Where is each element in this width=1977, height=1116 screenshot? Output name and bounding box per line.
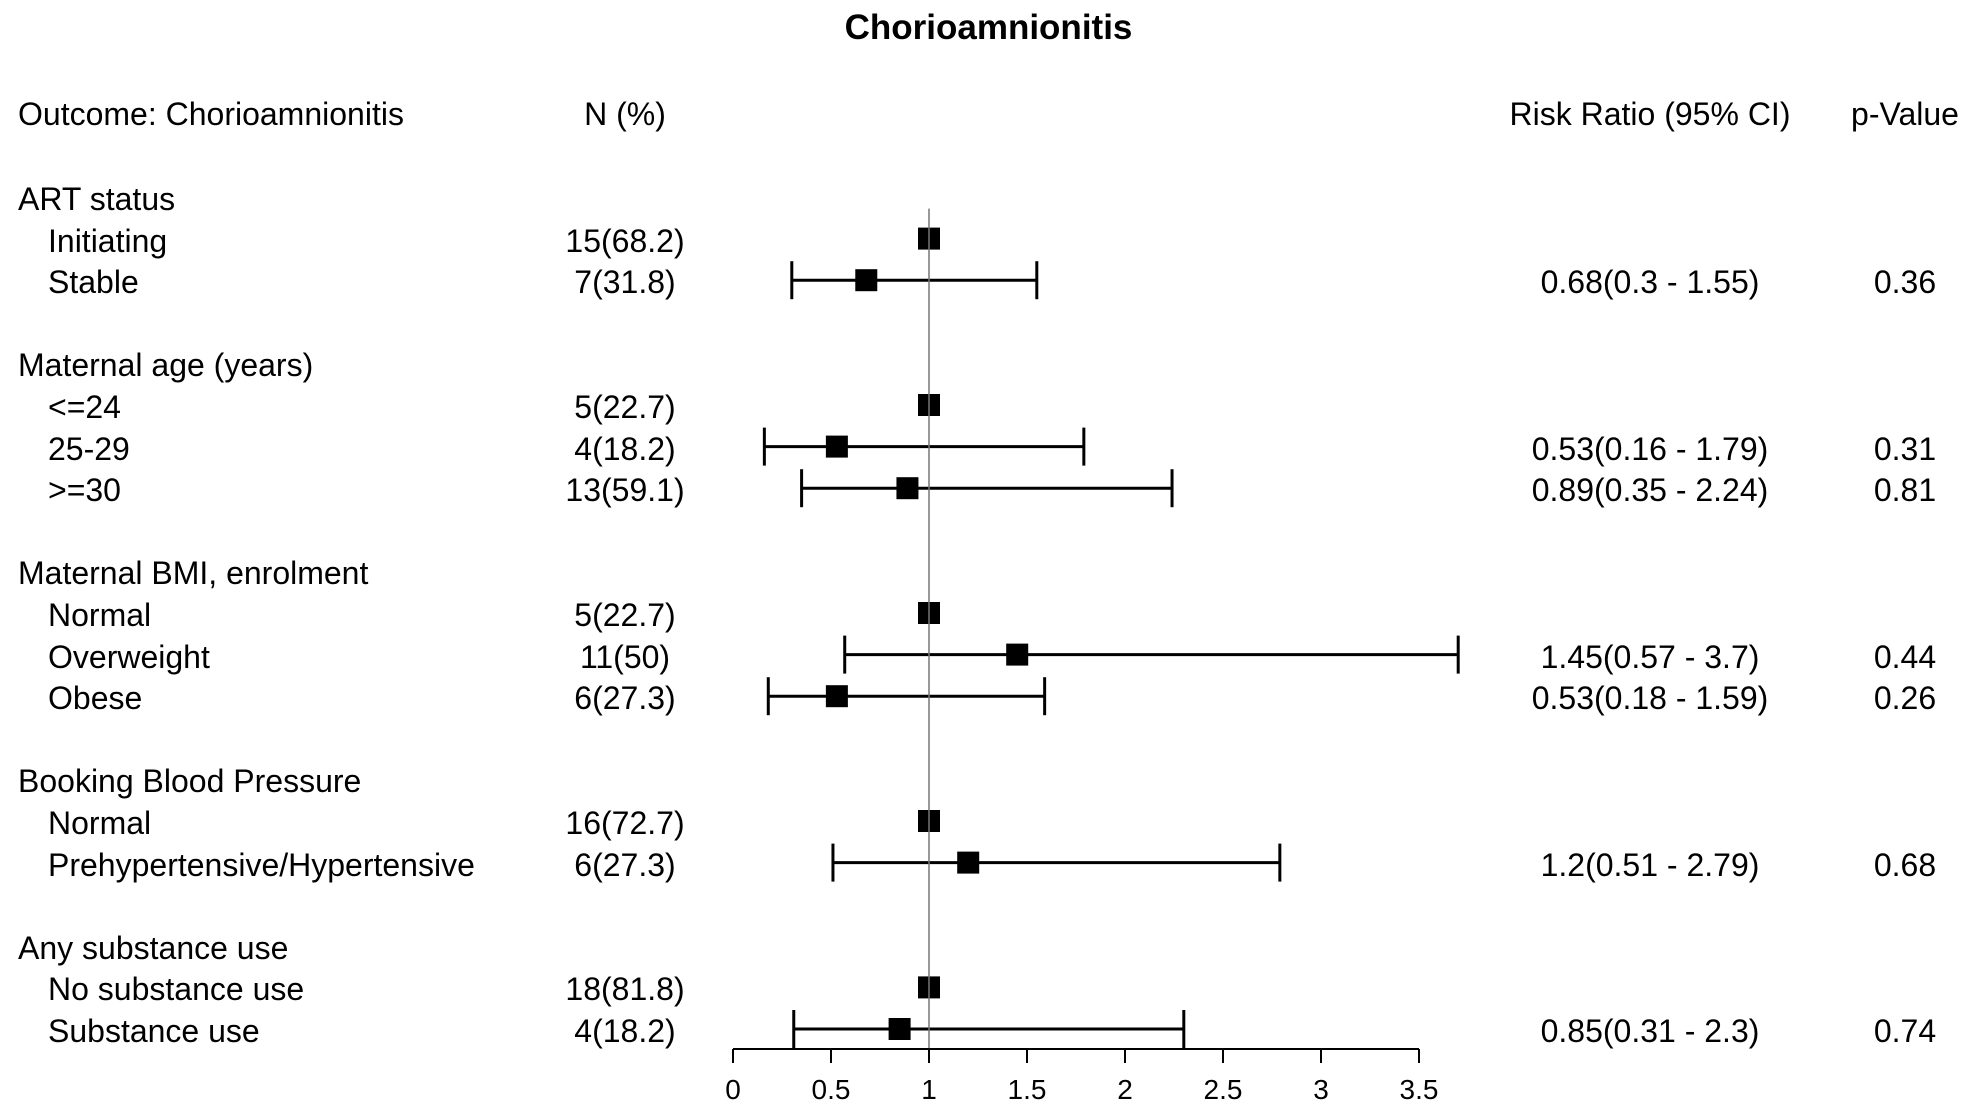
point-estimate	[888, 1018, 911, 1040]
row-n-percent: 4(18.2)	[574, 431, 676, 467]
point-estimate	[896, 477, 919, 500]
point-estimate	[855, 269, 878, 292]
row-label: Substance use	[48, 1013, 260, 1049]
row-risk-ratio-ci: 0.53(0.16 - 1.79)	[1531, 431, 1769, 467]
row-label: Obese	[48, 680, 143, 716]
row-label: >=30	[48, 472, 121, 508]
header-n-percent: N (%)	[584, 96, 666, 132]
row-risk-ratio-ci: 0.53(0.18 - 1.59)	[1531, 680, 1769, 716]
row-n-percent: 16(72.7)	[565, 805, 685, 841]
x-tick-label: 2	[1117, 1074, 1133, 1105]
row-risk-ratio-ci: 0.85(0.31 - 2.3)	[1540, 1013, 1760, 1049]
row-p-value: 0.31	[1873, 431, 1937, 467]
x-tick-label: 1.5	[1008, 1074, 1047, 1105]
row-label: Normal	[48, 805, 152, 841]
row-n-percent: 18(81.8)	[565, 971, 685, 1007]
row-n-percent: 5(22.7)	[574, 597, 676, 633]
header-p-value: p-Value	[1851, 96, 1959, 132]
row-label: Prehypertensive/Hypertensive	[48, 847, 475, 883]
group-label: Booking Blood Pressure	[18, 763, 362, 799]
x-tick-label: 3	[1313, 1074, 1329, 1105]
row-label: Initiating	[48, 223, 168, 259]
point-estimate	[957, 851, 980, 874]
group-label: Maternal BMI, enrolment	[18, 555, 369, 591]
row-p-value: 0.26	[1873, 680, 1937, 716]
x-tick-label: 1	[921, 1074, 937, 1105]
group-label: Any substance use	[18, 930, 289, 966]
row-p-value: 0.68	[1873, 847, 1937, 883]
row-risk-ratio-ci: 0.68(0.3 - 1.55)	[1540, 264, 1760, 300]
row-risk-ratio-ci: 0.89(0.35 - 2.24)	[1531, 472, 1769, 508]
row-label: Stable	[48, 264, 139, 300]
point-estimate	[825, 685, 848, 708]
row-risk-ratio-ci: 1.45(0.57 - 3.7)	[1540, 639, 1760, 675]
chart-title: Chorioamnionitis	[844, 8, 1133, 47]
row-p-value: 0.44	[1873, 639, 1937, 675]
row-label: Overweight	[48, 639, 210, 675]
x-tick-label: 0	[725, 1074, 741, 1105]
row-n-percent: 6(27.3)	[574, 847, 676, 883]
point-estimate	[1006, 643, 1029, 666]
x-tick-label: 3.5	[1400, 1074, 1439, 1105]
point-estimate	[825, 435, 848, 458]
row-n-percent: 6(27.3)	[574, 680, 676, 716]
row-n-percent: 13(59.1)	[565, 472, 685, 508]
row-label: 25-29	[48, 431, 130, 467]
x-tick-label: 0.5	[812, 1074, 851, 1105]
row-n-percent: 4(18.2)	[574, 1013, 676, 1049]
row-label: Normal	[48, 597, 152, 633]
row-p-value: 0.36	[1873, 264, 1937, 300]
row-label: <=24	[48, 389, 121, 425]
row-n-percent: 15(68.2)	[565, 223, 685, 259]
row-n-percent: 11(50)	[579, 639, 671, 675]
header-risk-ratio: Risk Ratio (95% CI)	[1509, 96, 1791, 132]
row-p-value: 0.81	[1873, 472, 1937, 508]
x-tick-label: 2.5	[1204, 1074, 1243, 1105]
row-risk-ratio-ci: 1.2(0.51 - 2.79)	[1540, 847, 1760, 883]
group-label: ART status	[18, 181, 176, 217]
group-label: Maternal age (years)	[18, 347, 314, 383]
row-p-value: 0.74	[1873, 1013, 1937, 1049]
header-outcome: Outcome: Chorioamnionitis	[18, 96, 404, 132]
row-label: No substance use	[48, 971, 305, 1007]
row-n-percent: 7(31.8)	[574, 264, 676, 300]
row-n-percent: 5(22.7)	[574, 389, 676, 425]
